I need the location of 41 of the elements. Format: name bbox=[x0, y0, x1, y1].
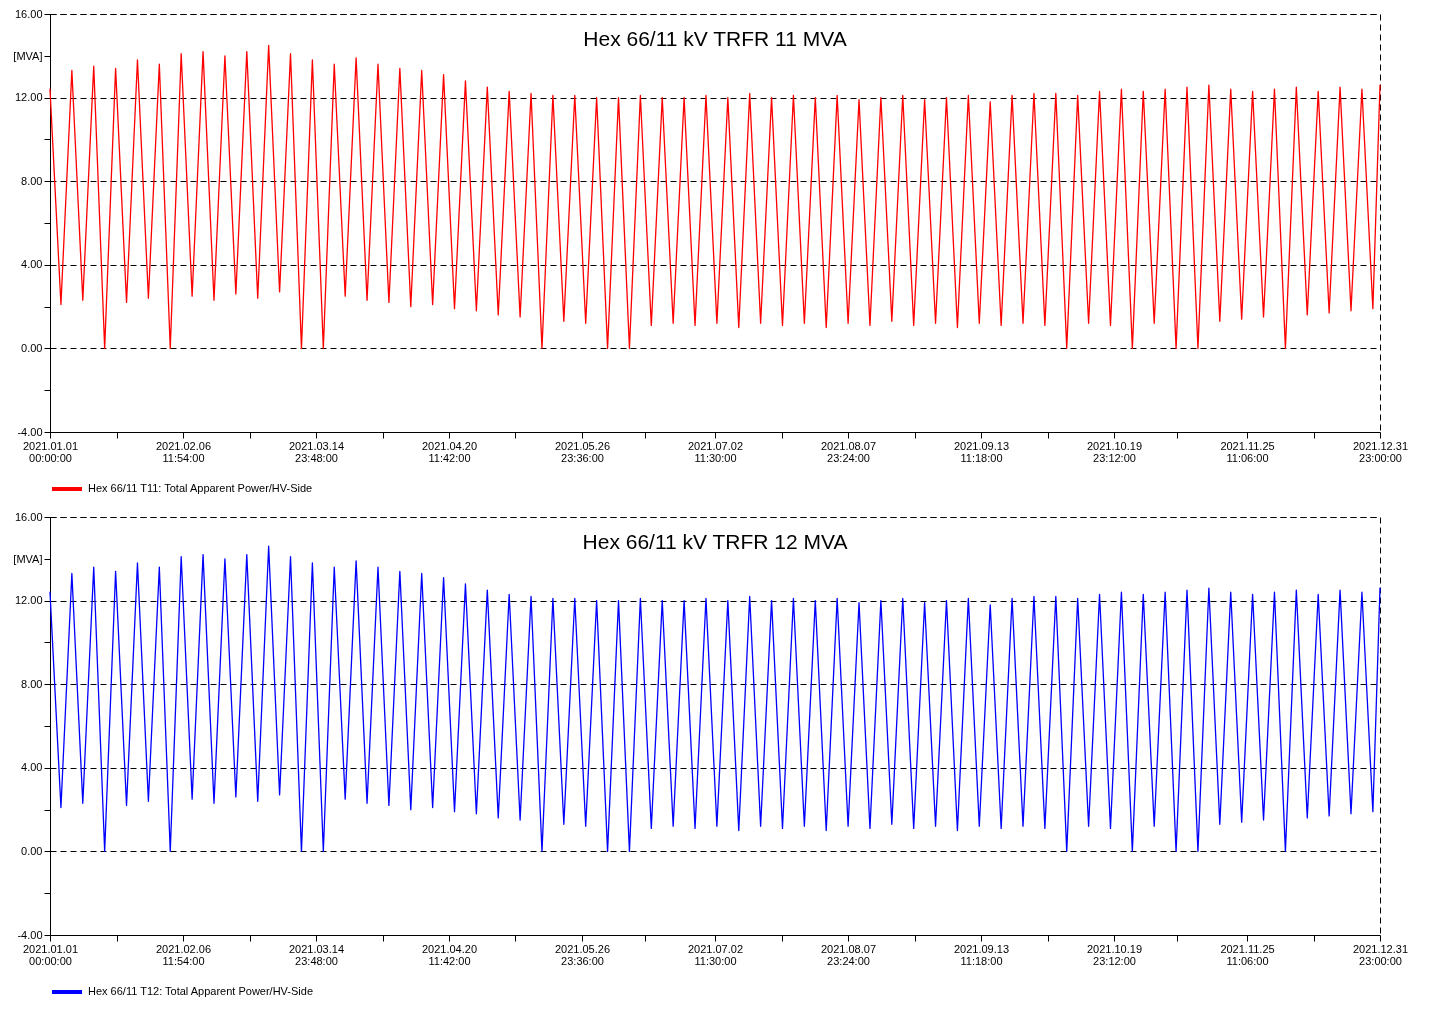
x-tick-label: 2021.09.13 11:18:00 bbox=[953, 942, 1010, 967]
y-axis-title: [MVA] bbox=[13, 552, 43, 565]
y-tick-label: 8.00 bbox=[21, 677, 43, 690]
y-tick-label: 0.00 bbox=[21, 341, 43, 354]
text: Hex 66/11 kV TRFR 12 MVA bbox=[582, 530, 848, 553]
y-tick-label: -4.00 bbox=[17, 425, 43, 438]
x-tick-label: 2021.05.26 23:36:00 bbox=[554, 942, 611, 967]
x-tick-label: 2021.08.07 23:24:00 bbox=[820, 439, 877, 464]
x-tick-label: 2021.04.20 11:42:00 bbox=[421, 942, 478, 967]
x-tick-label: 2021.07.02 11:30:00 bbox=[687, 942, 744, 967]
y-tick-label: 8.00 bbox=[21, 174, 43, 187]
y-tick-label: 4.00 bbox=[21, 761, 43, 774]
x-tick-label: 2021.02.06 11:54:00 bbox=[155, 942, 212, 967]
x-tick-label: 2021.07.02 11:30:00 bbox=[687, 439, 744, 464]
y-tick-label: 16.00 bbox=[14, 510, 43, 523]
x-tick-label: 2021.01.01 00:00:00 bbox=[22, 439, 79, 464]
legend-label: Hex 66/11 T12: Total Apparent Power/HV-Side bbox=[88, 985, 314, 997]
x-tick-label: 2021.01.01 00:00:00 bbox=[22, 942, 79, 967]
y-tick-label: 0.00 bbox=[21, 844, 43, 857]
line-series bbox=[49, 44, 1381, 350]
x-tick-label: 2021.02.06 11:54:00 bbox=[155, 439, 212, 464]
y-tick-label: -4.00 bbox=[17, 928, 43, 941]
x-tick-label: 2021.10.19 23:12:00 bbox=[1086, 942, 1143, 967]
x-tick-label: 2021.04.20 11:42:00 bbox=[421, 439, 478, 464]
y-tick-label: 12.00 bbox=[14, 91, 43, 104]
y-tick-label: 12.00 bbox=[14, 594, 43, 607]
x-tick-label: 2021.03.14 23:48:00 bbox=[288, 942, 345, 967]
x-tick-label: 2021.08.07 23:24:00 bbox=[820, 942, 877, 967]
x-tick-label: 2021.11.25 11:06:00 bbox=[1220, 439, 1275, 464]
y-axis-title: [MVA] bbox=[13, 49, 43, 62]
x-tick-label: 2021.11.25 11:06:00 bbox=[1220, 942, 1275, 967]
y-tick-label: 16.00 bbox=[14, 7, 43, 20]
x-tick-label: 2021.03.14 23:48:00 bbox=[288, 439, 345, 464]
x-tick-label: 2021.05.26 23:36:00 bbox=[554, 439, 611, 464]
x-tick-label: 2021.12.31 23:00:00 bbox=[1352, 942, 1409, 967]
text: Hex 66/11 kV TRFR 11 MVA bbox=[583, 27, 847, 50]
legend-label: Hex 66/11 T11: Total Apparent Power/HV-Side bbox=[88, 482, 313, 494]
y-tick-label: 4.00 bbox=[21, 258, 43, 271]
x-tick-label: 2021.09.13 11:18:00 bbox=[953, 439, 1010, 464]
x-tick-label: 2021.10.19 23:12:00 bbox=[1086, 439, 1143, 464]
x-tick-label: 2021.12.31 23:00:00 bbox=[1352, 439, 1409, 464]
